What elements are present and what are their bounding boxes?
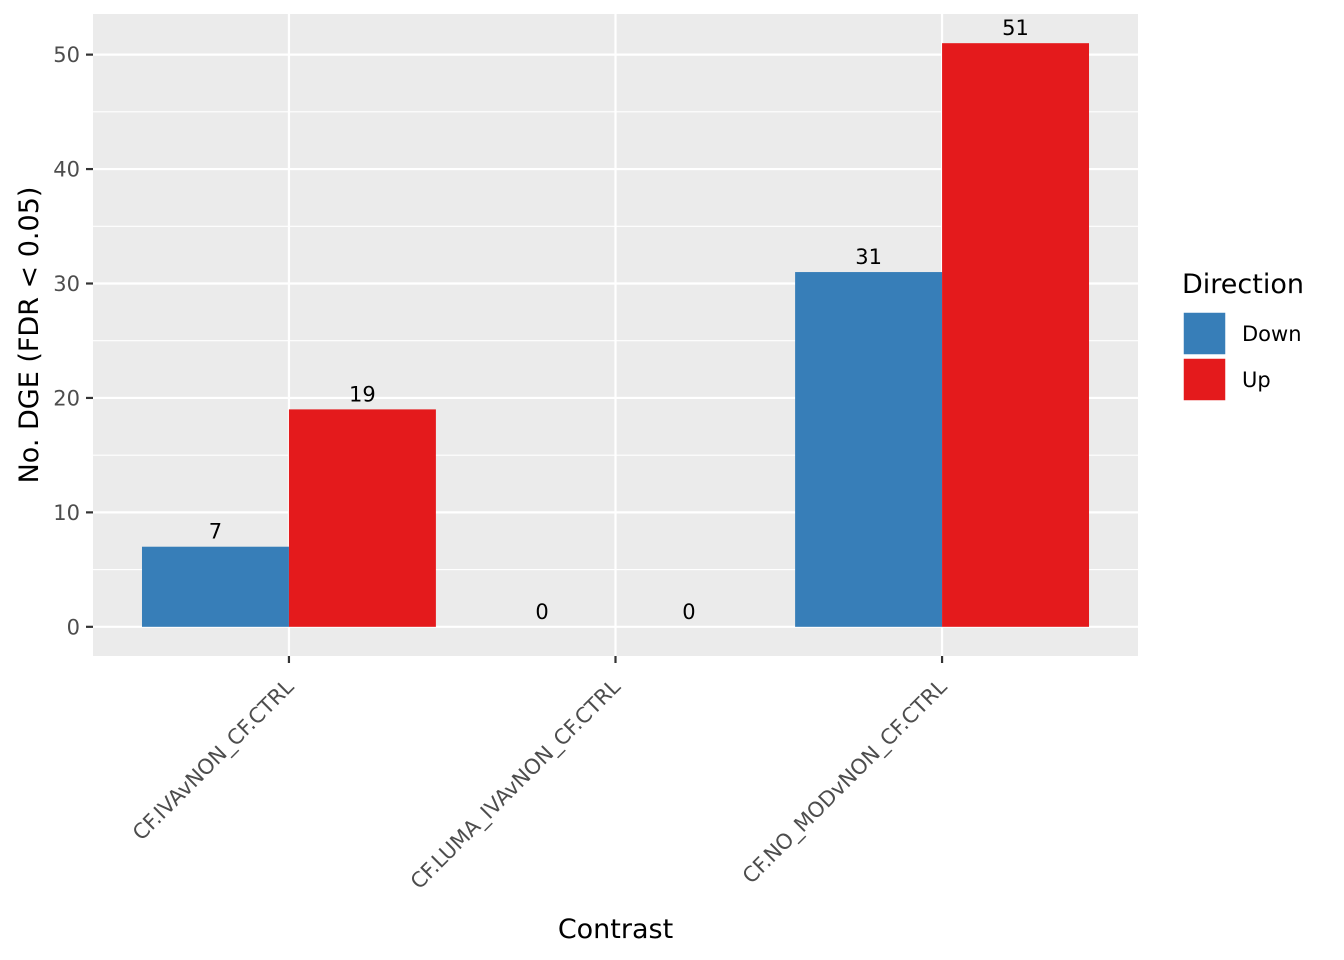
data-labels: 7 19 0 0 31 51 (209, 16, 1029, 624)
y-tick-label: 30 (53, 272, 80, 296)
bar-up (288, 409, 436, 627)
data-label: 7 (209, 520, 222, 544)
legend-key-up (1182, 357, 1227, 402)
y-axis-title: No. DGE (FDR < 0.05) (14, 187, 45, 484)
x-tick-label: CF.LUMA_IVAvNON_CF.CTRL (406, 674, 626, 894)
bar-down (141, 546, 289, 627)
y-tick-label: 20 (53, 386, 80, 410)
x-axis: CF.IVAvNON_CF.CTRL CF.LUMA_IVAvNON_CF.CTR… (128, 656, 953, 895)
x-tick-label: CF.NO_MODvNON_CF.CTRL (738, 674, 953, 889)
y-tick-label: 40 (53, 158, 80, 182)
data-label: 19 (349, 382, 376, 406)
legend: Direction Down Up (1182, 269, 1304, 402)
y-tick-label: 10 (53, 501, 80, 525)
data-label: 31 (855, 245, 882, 269)
data-label: 51 (1002, 16, 1029, 40)
data-label: 0 (682, 600, 695, 624)
bars (141, 43, 1090, 627)
legend-title: Direction (1182, 269, 1304, 300)
y-tick-label: 50 (53, 43, 80, 67)
x-tick-label: CF.IVAvNON_CF.CTRL (128, 674, 299, 845)
y-axis: 0 10 20 30 40 50 (53, 43, 93, 639)
legend-label: Down (1242, 322, 1302, 346)
legend-label: Up (1242, 368, 1271, 392)
legend-items: Down Up (1182, 311, 1302, 402)
y-tick-label: 0 (67, 615, 80, 639)
bar-up (942, 43, 1090, 627)
legend-key-down (1182, 311, 1227, 356)
data-label: 0 (535, 600, 548, 624)
bar-down (795, 272, 943, 627)
x-axis-title: Contrast (558, 914, 673, 945)
